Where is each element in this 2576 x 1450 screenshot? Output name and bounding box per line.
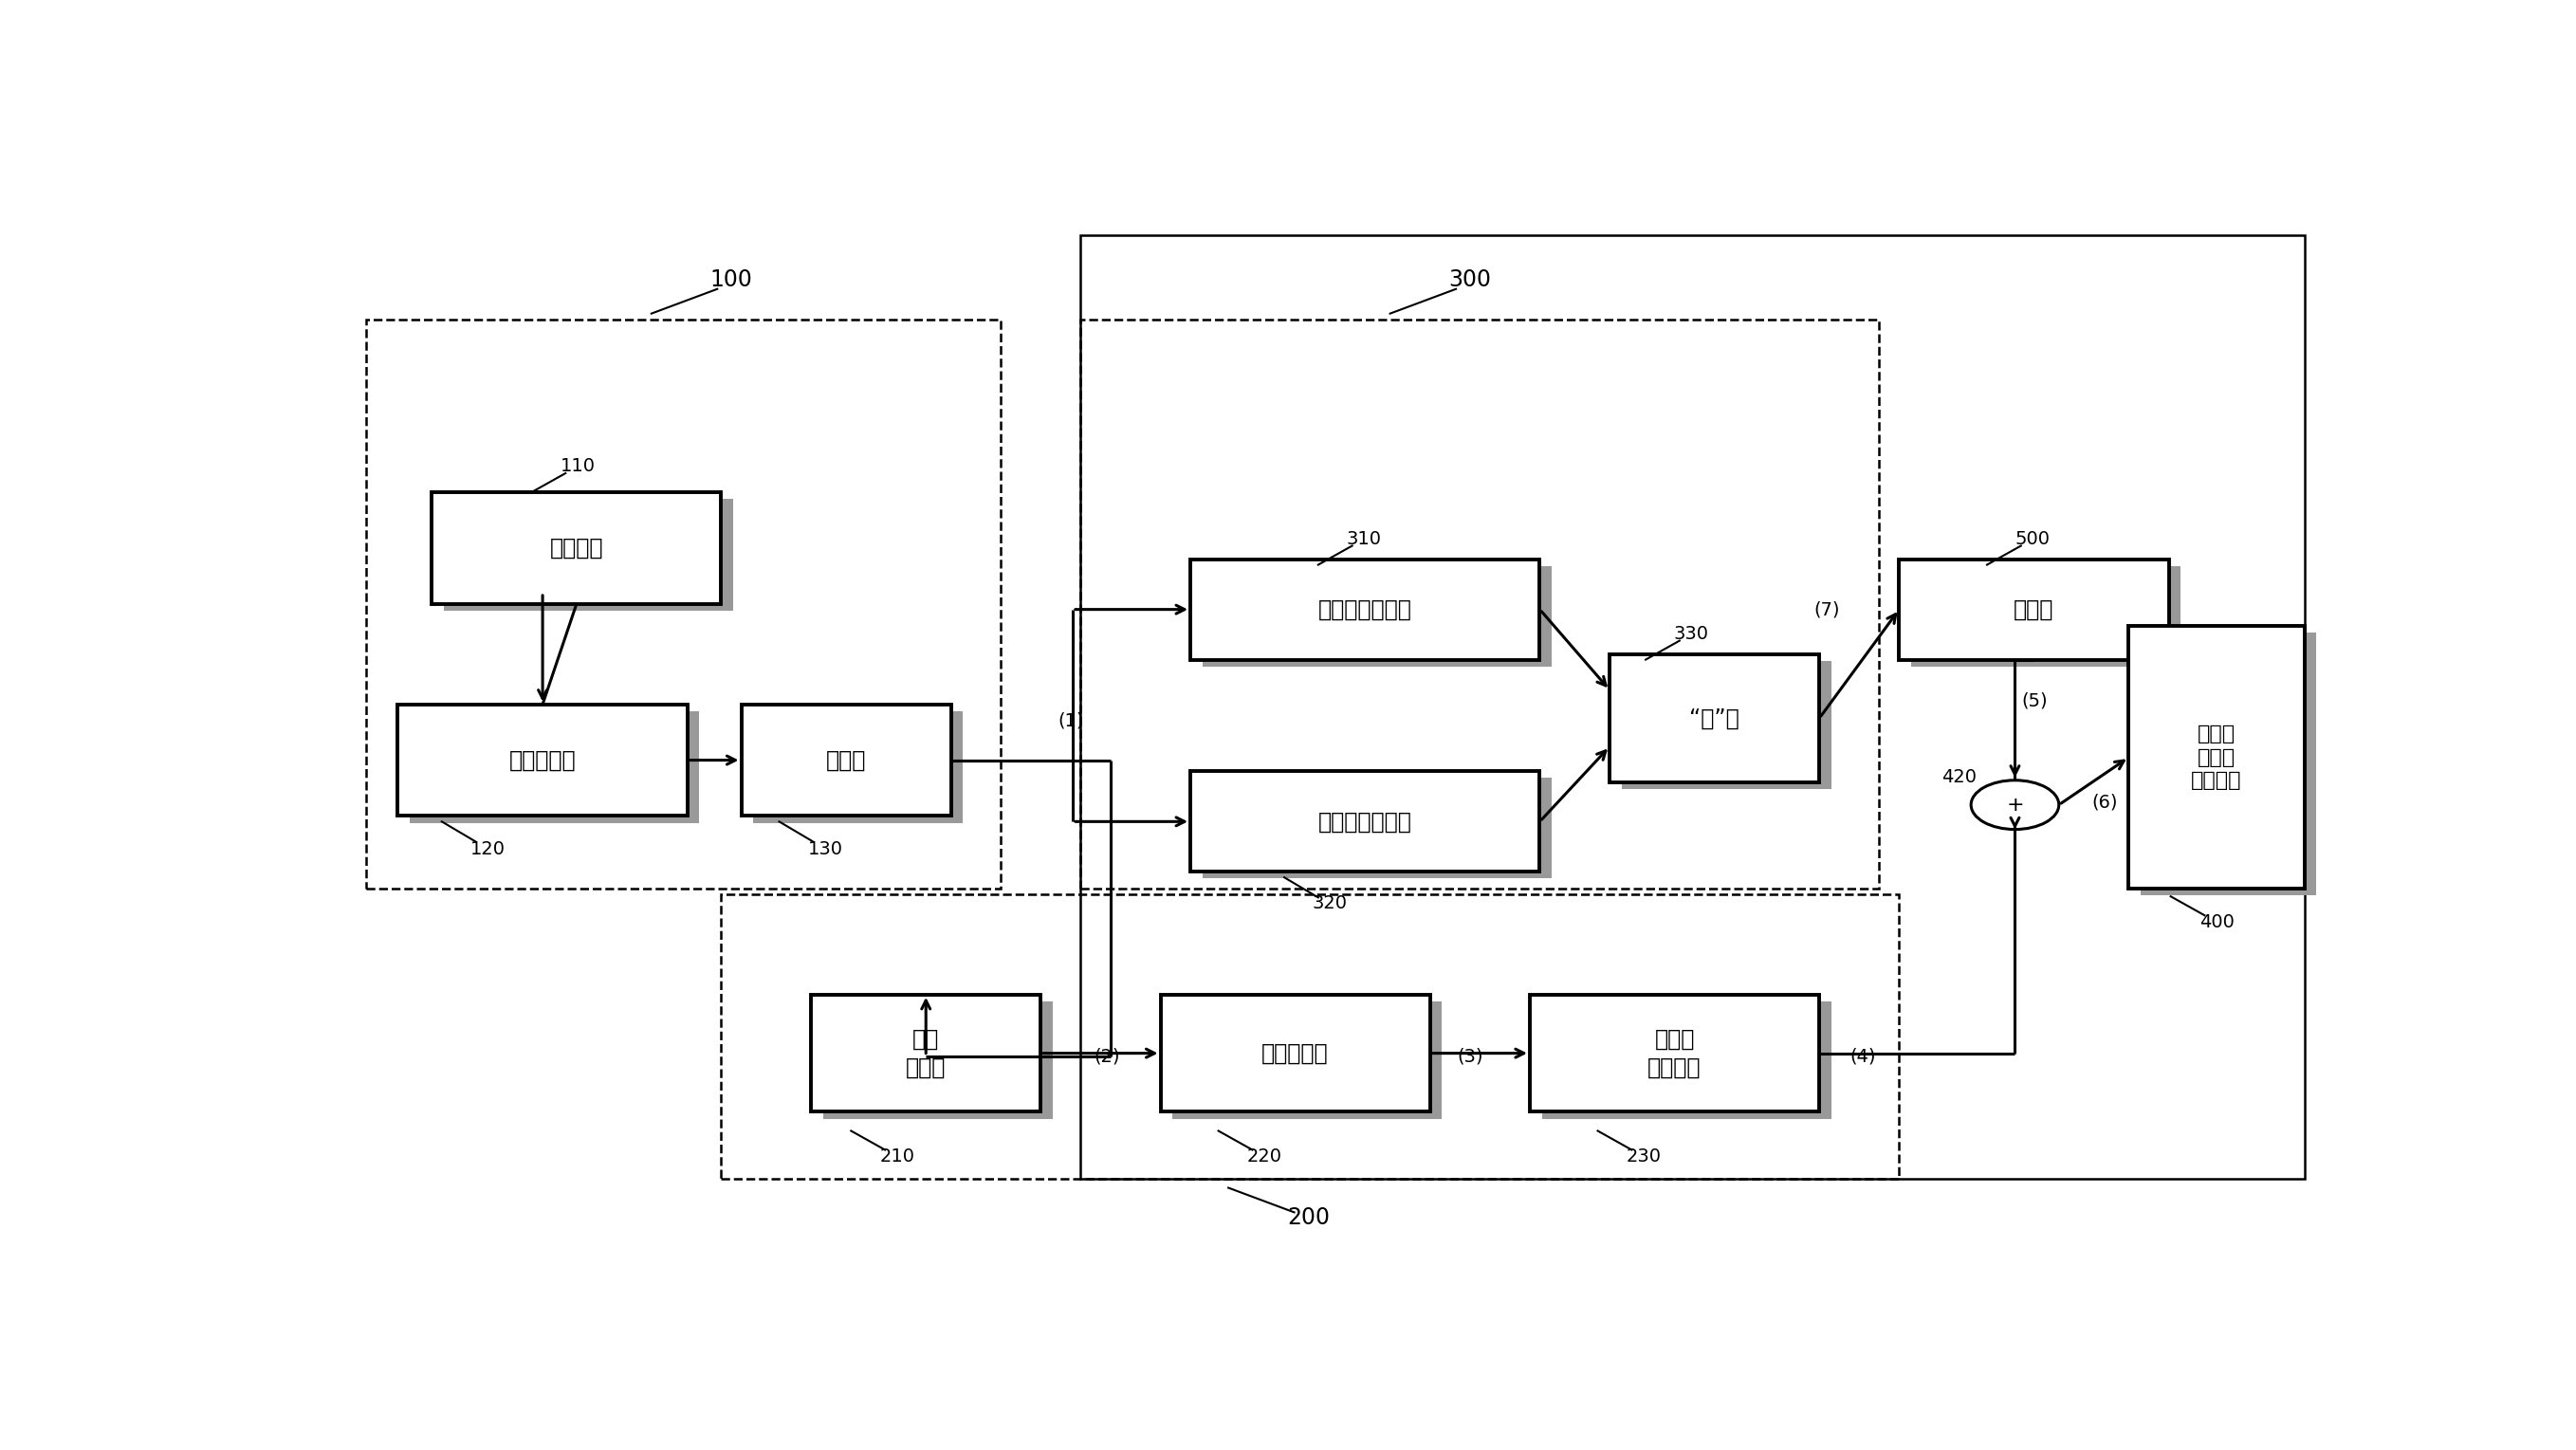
Text: 310: 310 [1347, 531, 1381, 548]
Bar [410, 710, 698, 822]
Text: “或”门: “或”门 [1690, 708, 1739, 729]
Text: 第一电压比较器: 第一电压比较器 [1319, 597, 1412, 621]
Text: 300: 300 [1448, 268, 1492, 291]
Text: (2): (2) [1095, 1047, 1121, 1066]
Bar [1203, 779, 1551, 879]
Bar [2141, 632, 2316, 895]
Bar [742, 705, 951, 816]
Text: 放大器: 放大器 [827, 748, 866, 771]
Bar [824, 1002, 1054, 1118]
Text: 输入接头: 输入接头 [549, 536, 603, 560]
Text: 220: 220 [1247, 1147, 1283, 1166]
Text: +: + [2007, 796, 2025, 815]
Text: 500: 500 [2014, 531, 2050, 548]
Text: (4): (4) [1850, 1047, 1875, 1066]
Bar [721, 895, 1899, 1179]
Text: 100: 100 [711, 268, 752, 291]
Bar [1911, 566, 2182, 667]
Text: 420: 420 [1942, 768, 1976, 786]
Bar [1190, 771, 1540, 871]
Bar [1543, 1002, 1832, 1118]
Bar [1899, 560, 2169, 660]
Text: (6): (6) [2092, 793, 2117, 812]
Bar [1082, 235, 2306, 1179]
Bar [397, 705, 688, 816]
Bar [1172, 1002, 1443, 1118]
Text: (3): (3) [1458, 1047, 1484, 1066]
Bar [1203, 566, 1551, 667]
Bar [811, 995, 1041, 1112]
Bar [1610, 654, 1819, 783]
Bar [1082, 319, 1880, 889]
Bar [433, 492, 721, 603]
Text: 激光泵
浦二极
管驱动器: 激光泵 浦二极 管驱动器 [2192, 725, 2241, 790]
Text: 320: 320 [1314, 895, 1347, 912]
Text: 110: 110 [559, 458, 595, 476]
Text: 230: 230 [1625, 1147, 1662, 1166]
Text: 控制器: 控制器 [2014, 597, 2053, 621]
Bar [752, 710, 963, 822]
Text: 峰值电
压保持器: 峰值电 压保持器 [1649, 1028, 1700, 1079]
Text: 330: 330 [1674, 625, 1708, 642]
Text: 200: 200 [1288, 1206, 1329, 1230]
Text: 120: 120 [471, 841, 505, 858]
Text: 210: 210 [878, 1147, 914, 1166]
Text: (7): (7) [1814, 600, 1839, 619]
Text: (5): (5) [2022, 692, 2048, 710]
Text: (1): (1) [1059, 712, 1084, 731]
Text: 差分放大器: 差分放大器 [1262, 1043, 1329, 1064]
Text: 低通
滤波器: 低通 滤波器 [907, 1028, 945, 1079]
Bar [1623, 661, 1832, 789]
Bar [1190, 560, 1540, 660]
Bar [1530, 995, 1819, 1112]
Text: 光电二极管: 光电二极管 [510, 748, 577, 771]
Text: 400: 400 [2200, 914, 2233, 931]
Text: 130: 130 [806, 841, 842, 858]
Text: 第二电压比较器: 第二电压比较器 [1319, 811, 1412, 832]
Bar [366, 319, 999, 889]
Bar [2128, 626, 2306, 889]
Bar [1159, 995, 1430, 1112]
Bar [443, 499, 734, 610]
